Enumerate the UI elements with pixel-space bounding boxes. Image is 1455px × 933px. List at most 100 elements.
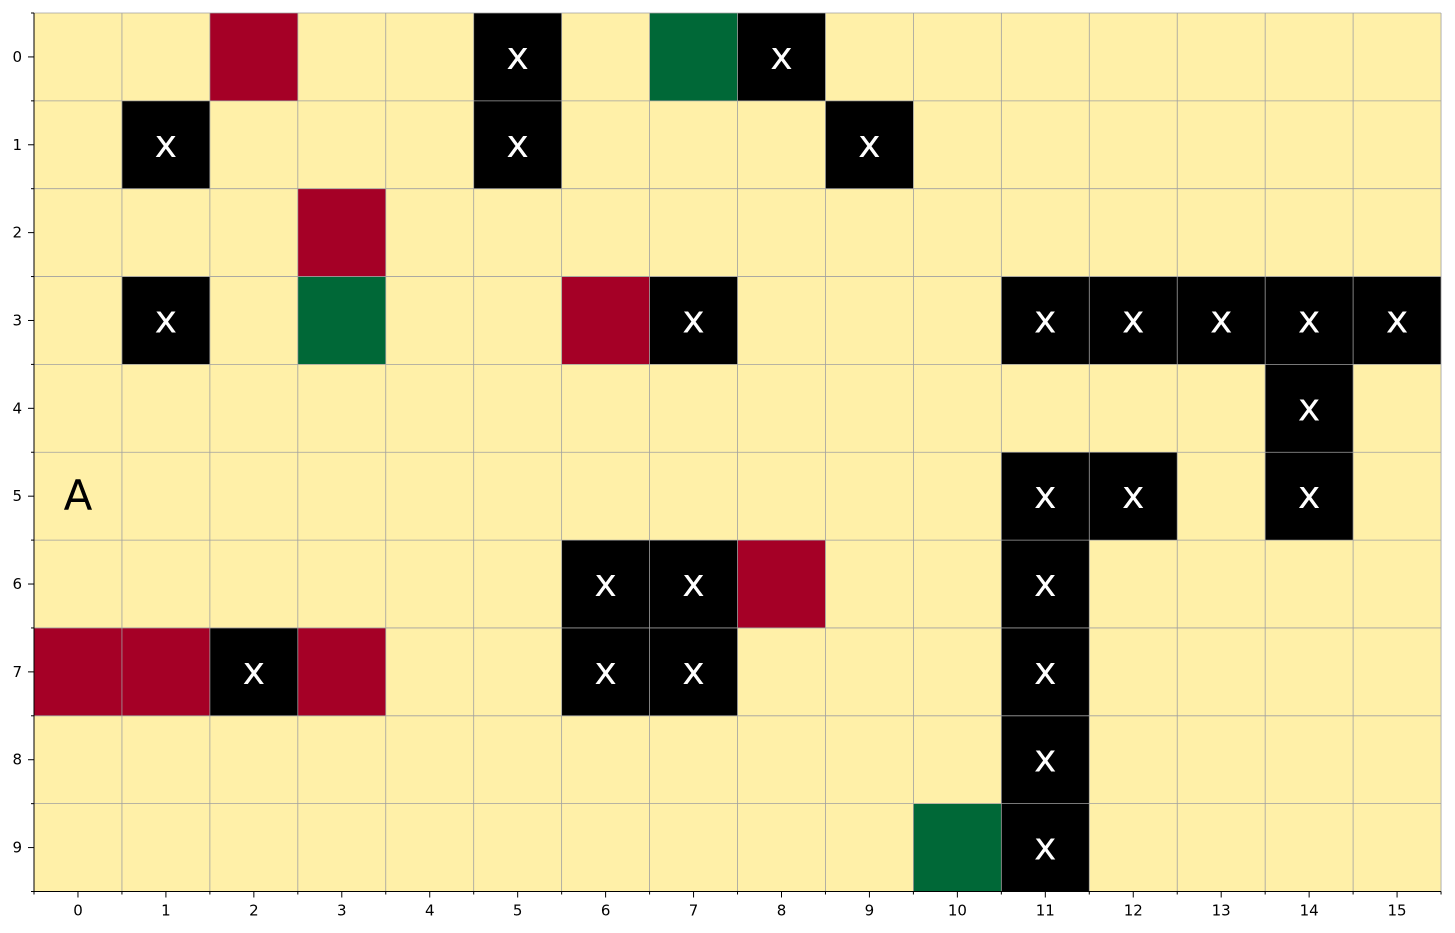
y-tick-label: 8 [12,751,22,769]
wall-x-mark: x [770,34,793,78]
empty-cell [737,276,826,365]
wall-x-mark: x [506,122,529,166]
grid-lines [33,12,1442,892]
wall-cell [1001,540,1090,628]
empty-cell [385,13,474,101]
empty-cell [34,715,122,804]
empty-cell [209,803,298,892]
empty-cell [1001,188,1090,277]
x-tick-label: 1 [161,902,171,920]
empty-cell [34,188,122,277]
empty-cell [385,364,474,453]
hazard-cell [297,627,386,716]
x-tick-label: 4 [425,902,435,920]
empty-cell [1089,540,1178,628]
wall-x-mark: x [1210,297,1233,341]
wall-cell [825,100,914,189]
empty-cell [1089,100,1178,189]
agent-marker: A [64,471,93,520]
empty-cell [1265,13,1354,101]
empty-cell [1177,715,1266,804]
empty-cell [1177,100,1266,189]
wall-cell [1001,715,1090,804]
empty-cell [209,452,298,541]
wall-cell [1177,276,1266,365]
wall-cell [1001,276,1090,365]
wall-x-mark: x [1298,297,1321,341]
x-tick-label: 9 [865,902,875,920]
empty-cell [209,540,298,628]
empty-cell [1089,715,1178,804]
empty-cell [121,540,210,628]
empty-cell [561,364,650,453]
x-tick-label: 8 [777,902,787,920]
wall-x-mark: x [594,649,617,693]
empty-cell [1177,803,1266,892]
empty-cell [913,100,1002,189]
empty-cell [737,627,826,716]
empty-cell [1001,13,1090,101]
empty-cell [561,452,650,541]
empty-cell [825,364,914,453]
empty-cell [649,452,738,541]
hazard-cell [561,276,650,365]
empty-cell [1177,364,1266,453]
wall-cell [1265,364,1354,453]
hazard-cell [209,13,298,101]
empty-cell [1353,715,1442,804]
empty-cell [385,188,474,277]
empty-cell [473,452,562,541]
empty-cell [1353,452,1442,541]
empty-cell [1177,452,1266,541]
x-tick-label: 13 [1212,902,1231,920]
y-tick-label: 6 [12,575,22,593]
empty-cell [297,13,386,101]
wall-cell [473,100,562,189]
empty-cell [737,364,826,453]
wall-x-mark: x [1122,473,1145,517]
wall-x-mark: x [1034,561,1057,605]
empty-cell [34,540,122,628]
x-tick-label: 7 [689,902,699,920]
empty-cell [825,540,914,628]
empty-cell [825,627,914,716]
empty-cell [1177,13,1266,101]
wall-cell [209,627,298,716]
x-tick-label: 14 [1300,902,1319,920]
empty-cell [649,803,738,892]
empty-cell [473,715,562,804]
empty-cell [209,364,298,453]
empty-cell [1001,364,1090,453]
empty-cell [473,803,562,892]
empty-cell [209,715,298,804]
empty-cell [825,715,914,804]
wall-cell [737,13,826,101]
empty-cell [1265,627,1354,716]
y-tick-label: 0 [12,48,22,66]
empty-cell [209,188,298,277]
empty-cell [913,452,1002,541]
empty-cell [913,627,1002,716]
wall-cell [1089,276,1178,365]
hazard-cell [34,627,122,716]
empty-cell [913,715,1002,804]
empty-cell [34,100,122,189]
wall-cell [561,540,650,628]
empty-cell [473,627,562,716]
empty-cell [34,452,122,541]
wall-cell [1353,276,1442,365]
wall-cell [1265,276,1354,365]
empty-cell [561,803,650,892]
wall-cell [1089,452,1178,541]
wall-x-mark: x [682,561,705,605]
empty-cell [473,276,562,365]
wall-x-mark: x [1034,473,1057,517]
empty-cell [297,100,386,189]
empty-cell [1089,803,1178,892]
empty-cell [913,540,1002,628]
empty-cell [1089,627,1178,716]
empty-cell [297,803,386,892]
empty-cell [913,364,1002,453]
empty-cell [121,803,210,892]
empty-cell [34,364,122,453]
